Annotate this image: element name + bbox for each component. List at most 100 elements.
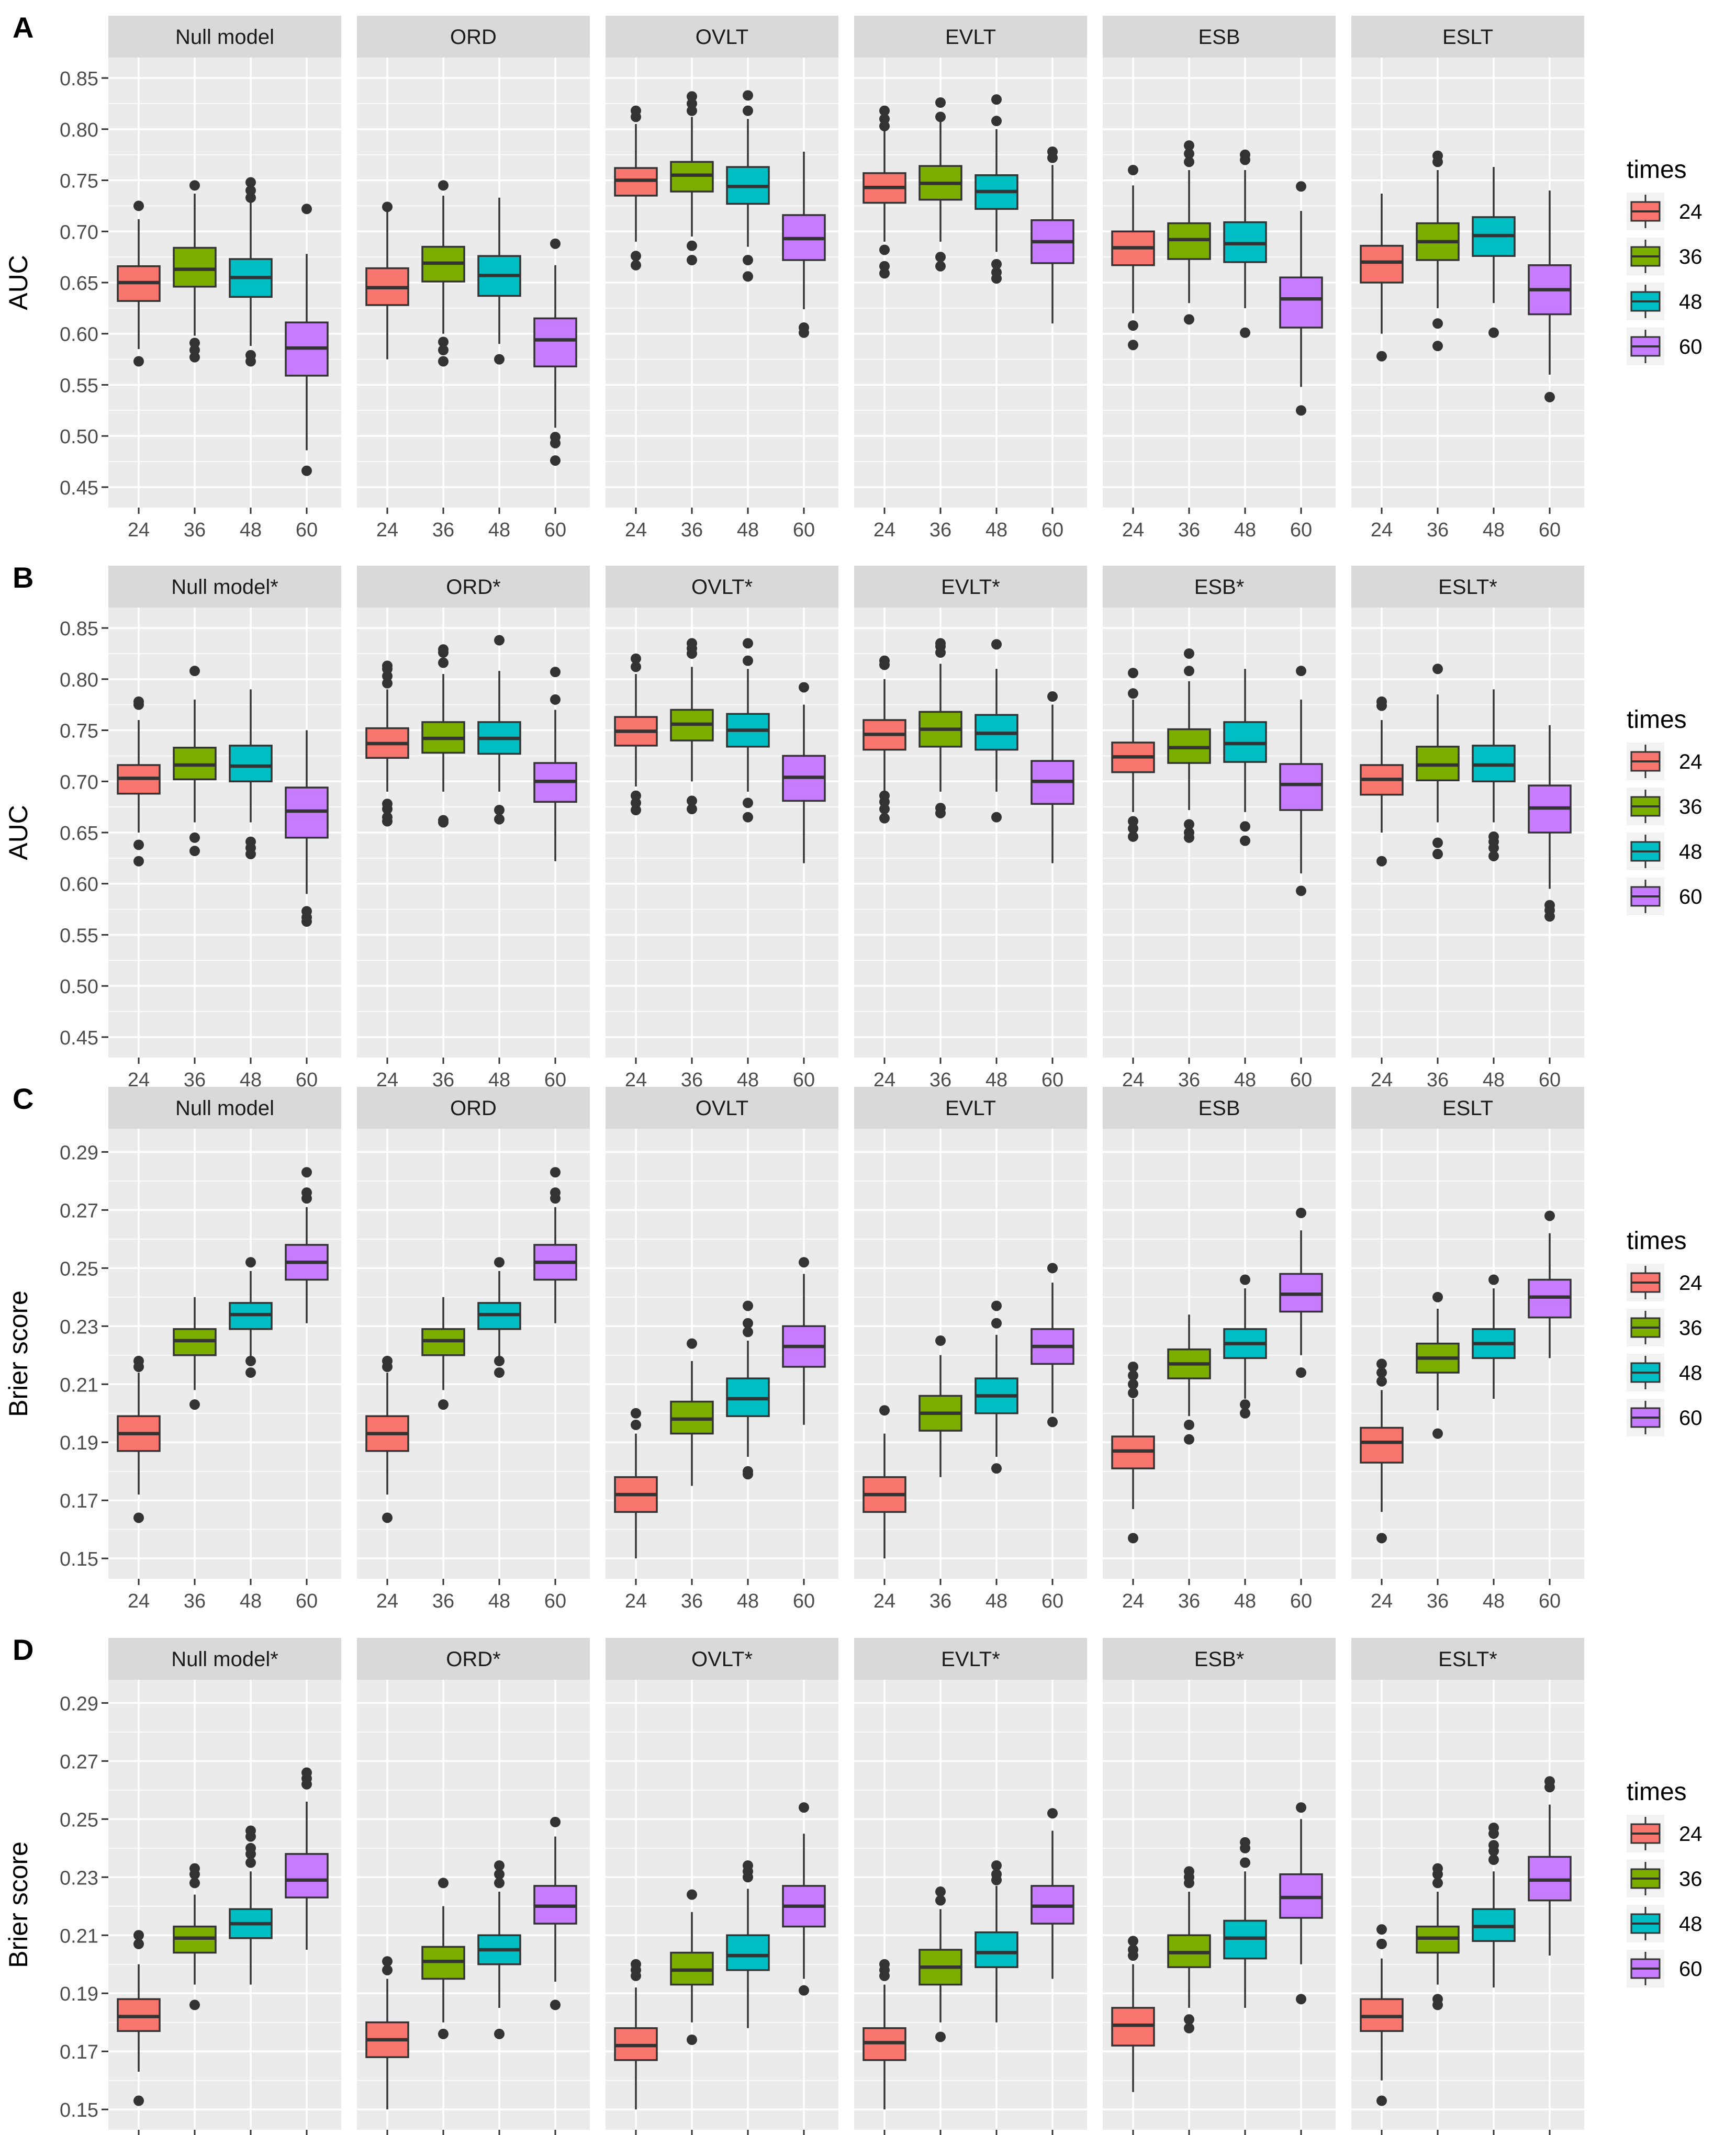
legend-label: 48: [1679, 840, 1703, 863]
box-60: 60: [285, 1167, 329, 1612]
outlier-point: [245, 185, 256, 196]
facet-title: Null model: [175, 26, 274, 49]
outlier-point: [743, 1327, 753, 1338]
outlier-point: [1128, 831, 1138, 842]
y-axis-title: AUC: [4, 805, 33, 860]
outlier-point: [550, 432, 561, 443]
x-tick-label: 36: [1427, 519, 1449, 541]
box-24: 24: [365, 660, 409, 1091]
box-24: 24: [365, 1956, 409, 2135]
outlier-point: [1432, 341, 1443, 352]
box-48: 48: [975, 1860, 1018, 2135]
facet-evlt: EVLT 24 36 48 60: [854, 16, 1087, 541]
legend-label: 48: [1679, 290, 1703, 313]
facet-title: ESLT: [1442, 1097, 1493, 1120]
outlier-point: [687, 1338, 697, 1349]
box-24: 24: [1360, 1358, 1404, 1612]
box-48: 48: [975, 639, 1018, 1091]
box-48: 48: [726, 90, 770, 541]
outlier-point: [245, 1842, 256, 1853]
outlier-point: [550, 455, 561, 466]
outlier-point: [382, 660, 393, 671]
outlier-point: [382, 799, 393, 810]
box-24: 24: [365, 1355, 409, 1612]
outlier-point: [494, 2028, 505, 2039]
box-60: 60: [1279, 1207, 1323, 1612]
outlier-point: [1184, 156, 1194, 167]
outlier-point: [1376, 1938, 1387, 1949]
box-36: 36: [1416, 150, 1460, 541]
y-tick-label: 0.23: [60, 1316, 98, 1338]
outlier-point: [382, 1512, 393, 1523]
legend-label: 24: [1679, 200, 1703, 223]
x-tick-label: 24: [1371, 1590, 1393, 1612]
outlier-point: [687, 2035, 697, 2045]
panel-background: [357, 1129, 590, 1579]
box-36: 36: [1167, 648, 1211, 1091]
outlier-point: [189, 352, 200, 363]
legend-title: times: [1627, 1778, 1687, 1806]
outlier-point: [1296, 1802, 1306, 1813]
outlier-point: [1488, 1855, 1499, 1865]
x-tick-label: 48: [240, 519, 262, 541]
facet-eslt: ESLT 24 36 48 60: [1351, 16, 1584, 541]
outlier-point: [743, 255, 753, 265]
outlier-point: [991, 1860, 1002, 1871]
outlier-point: [245, 836, 256, 847]
y-tick-label: 0.25: [60, 1809, 98, 1831]
box-36: 36: [919, 1335, 962, 1612]
chart-row-a: A AUC 0.45 0.50 0.55 0.60 0.65 0.70 0.75 0.80 0.85…: [4, 11, 1703, 541]
outlier-point: [1128, 1533, 1138, 1544]
box-36: 36: [670, 1338, 714, 1612]
outlier-point: [1128, 1370, 1138, 1381]
legend-item-24: 24: [1627, 743, 1703, 780]
outlier-point: [743, 1466, 753, 1477]
x-tick-label: 48: [737, 1590, 759, 1612]
outlier-point: [1240, 149, 1250, 160]
panel-background: [108, 1680, 341, 2130]
outlier-point: [1432, 849, 1443, 860]
facet-ovlt: OVLT 24 36 48 60: [606, 1087, 838, 1612]
outlier-point: [1128, 320, 1138, 331]
outlier-point: [631, 653, 641, 664]
facet-null-model: Null model 24 36 48 60: [108, 16, 341, 541]
facet-strip: [1103, 1638, 1336, 1680]
legend-label: 36: [1679, 1868, 1703, 1891]
facet-strip: [854, 1087, 1087, 1129]
outlier-point: [438, 644, 449, 655]
box-36: 36: [173, 1297, 217, 1612]
legend-label: 60: [1679, 885, 1703, 908]
outlier-point: [189, 1863, 200, 1874]
outlier-point: [189, 338, 200, 349]
outlier-point: [743, 1318, 753, 1329]
outlier-point: [382, 1355, 393, 1366]
box-60: 60: [1031, 1808, 1074, 2135]
outlier-point: [1184, 148, 1194, 159]
box-48: 48: [477, 197, 521, 541]
outlier-point: [1240, 1399, 1250, 1410]
outlier-point: [799, 1257, 809, 1268]
outlier-point: [687, 255, 697, 265]
box-iqr: [533, 317, 577, 368]
legend: times 24 36 48 60: [1627, 1227, 1703, 1436]
y-tick-label: 0.19: [60, 1432, 98, 1454]
legend-title: times: [1627, 706, 1687, 734]
outlier-point: [879, 804, 890, 815]
y-tick-label: 0.50: [60, 976, 98, 998]
outlier-point: [1544, 391, 1555, 402]
outlier-point: [382, 201, 393, 212]
panel-letter: A: [13, 11, 33, 44]
outlier-point: [687, 91, 697, 102]
outlier-point: [879, 790, 890, 801]
y-tick-label: 0.25: [60, 1258, 98, 1280]
outlier-point: [1544, 1776, 1555, 1787]
box-iqr: [1279, 276, 1323, 329]
facet-strip: [606, 16, 838, 58]
outlier-point: [687, 795, 697, 806]
outlier-point: [494, 1869, 505, 1880]
